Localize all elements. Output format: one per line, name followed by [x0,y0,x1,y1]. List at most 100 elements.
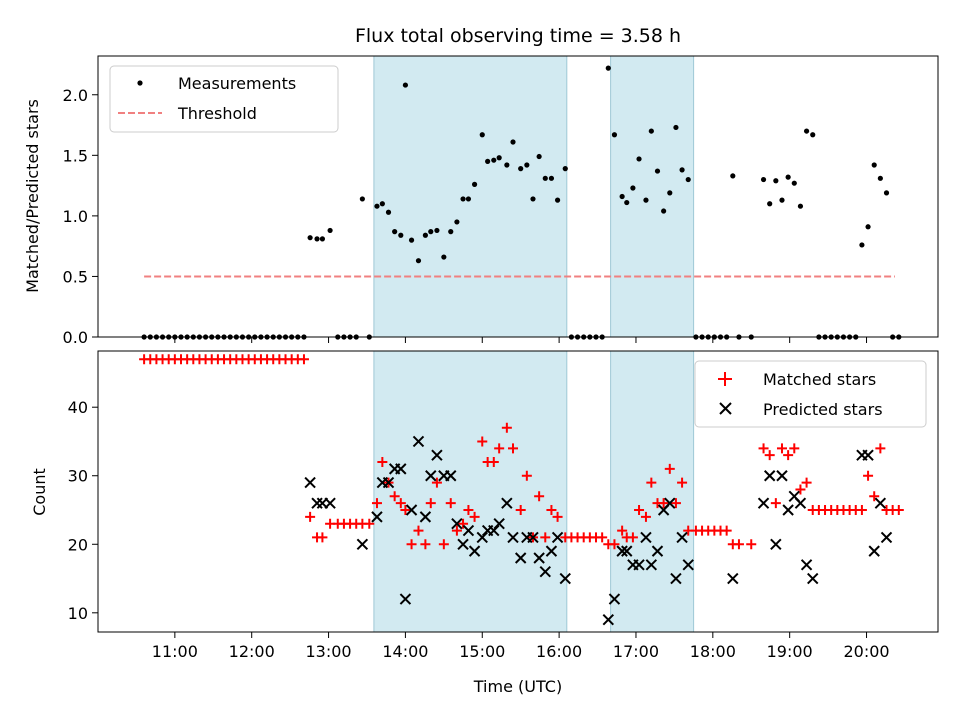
predicted-star-point [488,524,500,537]
matched-star-point [670,498,681,509]
matched-star-point [677,477,688,488]
x-tick-label: 15:00 [459,642,505,661]
predicted-star-point [533,552,545,564]
measurement-point [518,166,524,172]
measurement-point [791,180,797,186]
count-panel-shaded-intervals [373,350,695,633]
predicted-star-point [514,552,527,564]
matched-star-point [389,491,400,502]
measurement-point [548,175,555,181]
predicted-star-point [757,497,770,509]
measurement-point [460,196,466,202]
x-axis-label: Time (UTC) [473,677,562,696]
matched-star-point [425,498,436,509]
x-tick-label: 12:00 [229,642,275,661]
ratio-panel-y-axis-label: Matched/Predicted stars [23,99,42,293]
matched-star-point [795,484,806,495]
matched-star-point [438,539,449,550]
predicted-star-point [457,538,469,550]
predicted-star-point [445,470,457,482]
measurement-point [643,197,649,203]
measurement-point [374,203,380,209]
predicted-star-point [794,497,807,509]
y-tick-label: 1.5 [63,146,88,165]
y-tick-label: 30 [68,467,88,486]
matched-star-point [469,511,480,522]
legend-predicted-marker [719,402,732,415]
predicted-star-point [640,531,652,544]
matched-star-point [893,505,904,516]
predicted-star-point [382,476,395,489]
measurement-point [661,208,667,214]
predicted-star-point [676,531,688,544]
measurement-point [434,227,440,234]
predicted-star-point [476,531,488,544]
matched-star-point [863,470,874,481]
measurement-point [402,82,409,88]
count-panel-y-ticks: 10 20 30 40 [68,398,98,623]
matched-star-point [364,518,375,529]
predicted-star-point [770,538,782,550]
y-tick-label: 40 [68,398,88,417]
matched-star-point [400,505,411,516]
ratio-panel-x-ticks [174,337,868,343]
shaded-interval-1 [373,55,568,338]
matched-star-point [764,450,775,461]
legend-box [694,360,927,428]
measurement-point [667,190,673,196]
y-tick-label: 0.5 [63,267,88,286]
predicted-star-point [399,593,412,605]
matched-star-point [658,498,669,509]
predicted-star-point [551,531,564,544]
predicted-star-point [874,497,887,509]
measurement-point [871,162,877,168]
legend-measurements-marker [137,80,143,86]
matched-star-point [371,498,382,509]
predicted-star-point [527,531,539,544]
count-panel-legend: Matched stars Predicted stars [694,360,927,428]
matched-star-point [627,532,638,543]
count-panel-x-ticks: 11:00 12:00 13:00 14:00 15:00 16:00 17:00 18:00… [152,632,890,661]
x-tick-label: 20:00 [843,642,889,661]
measurement-point [392,229,398,235]
matched-star-point [406,539,417,550]
predicted-star-point [862,449,874,461]
x-tick-label: 13:00 [306,642,352,661]
measurement-point [524,162,530,168]
ratio-panel: 0.0 0.5 1.0 1.5 2.0 Flux total observing tim… [23,25,939,347]
measurement-point [883,190,890,196]
matched-star-point [733,539,744,550]
matched-star-point [413,525,424,536]
legend-matched-label: Matched stars [763,370,876,389]
legend-box [109,65,339,133]
matched-star-point [458,518,469,529]
matched-star-point [431,477,442,488]
measurement-point [530,196,536,202]
matched-star-point [515,505,526,516]
predicted-star-point [405,504,418,516]
ratio-panel-frame [97,55,939,338]
x-tick-label: 11:00 [152,642,198,661]
matched-star-point [856,505,867,516]
measurement-point [496,155,502,161]
matched-star-point [501,422,512,433]
measurement-point [379,201,385,207]
measurement-point [479,132,485,138]
shaded-interval-2 [610,350,695,633]
y-tick-label: 0.0 [63,328,88,347]
legend-predicted-label: Predicted stars [763,400,883,419]
x-tick-label: 17:00 [613,642,659,661]
matched-star-point [721,525,732,536]
measurement-point [359,196,365,202]
predicted-stars-series [304,435,893,626]
measurement-point [441,254,447,260]
measurement-point [448,229,454,235]
measurement-point [619,193,625,200]
predicted-star-point [880,531,893,544]
predicted-star-point [493,518,505,530]
matched-star-point [875,443,886,454]
predicted-star-point [501,497,513,509]
matched-star-point [508,443,519,454]
predicted-star-point [419,511,432,523]
